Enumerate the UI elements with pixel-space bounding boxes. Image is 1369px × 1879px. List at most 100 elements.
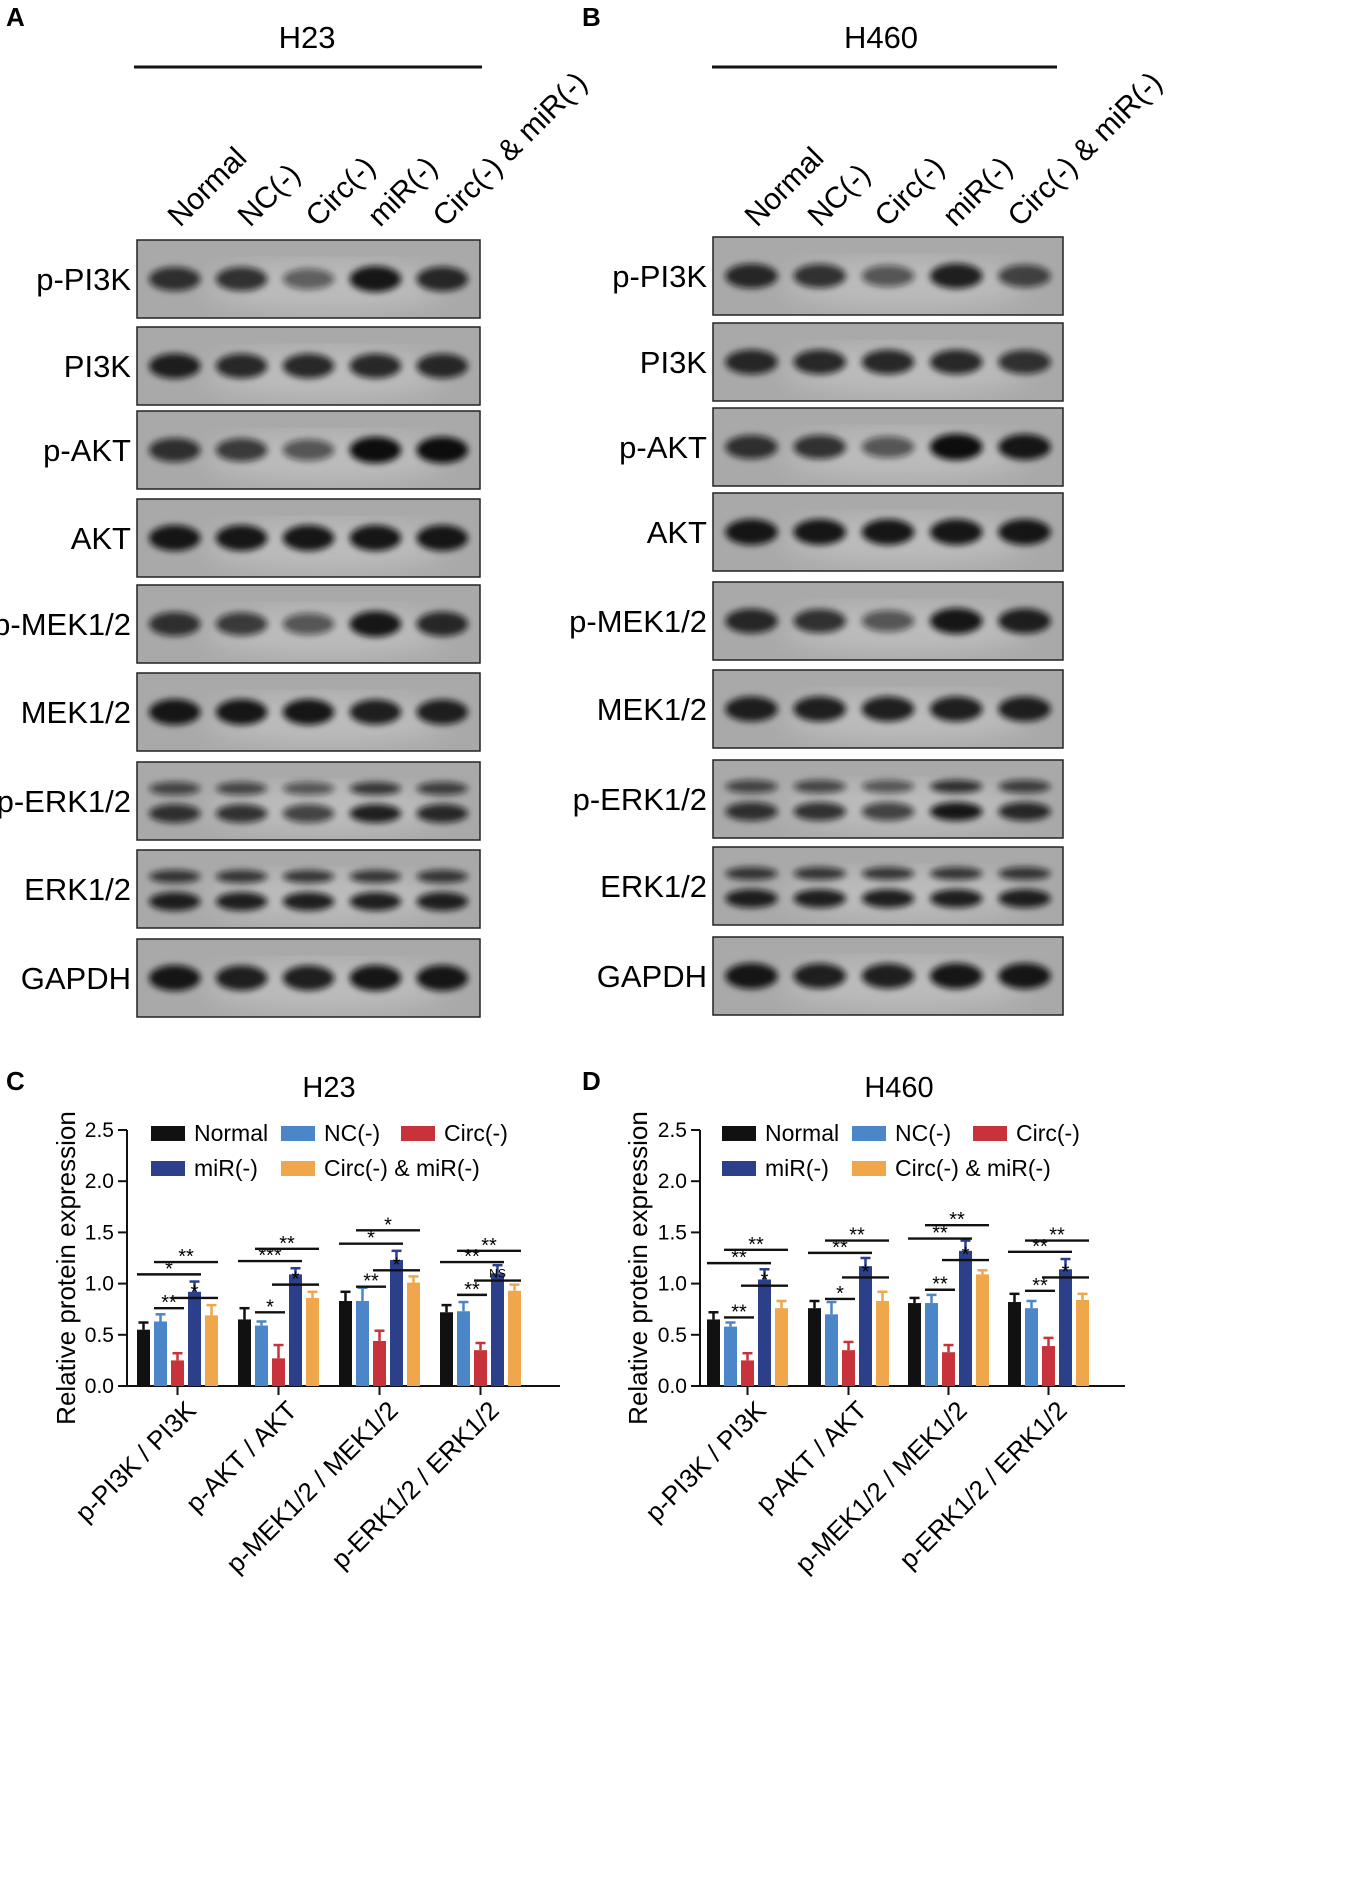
lane-label: Circ(-)	[300, 151, 382, 233]
blot-band	[416, 699, 468, 725]
blot-band	[349, 965, 402, 991]
chart-c-title: H23	[302, 1072, 355, 1104]
blot-band	[998, 264, 1051, 288]
chart-c-ylabel: Relative protein expression	[51, 1111, 81, 1425]
legend-swatch	[722, 1161, 756, 1176]
category-label: p-ERK1/2 / ERK1/2	[325, 1395, 505, 1575]
bar	[272, 1358, 285, 1386]
chart-d-title: H460	[864, 1072, 933, 1104]
blot-row-label: AKT	[71, 521, 131, 556]
blot-band	[998, 779, 1051, 794]
category-label: p-MEK1/2 / MEK1/2	[789, 1395, 973, 1579]
blot-band	[793, 696, 846, 722]
blot-band	[282, 965, 335, 991]
blot-border	[712, 236, 1064, 316]
blot-band	[930, 866, 983, 881]
blot-band	[282, 613, 335, 635]
blot-band	[215, 353, 268, 379]
blot-row: AKT	[647, 492, 1064, 572]
blot-band	[416, 353, 468, 379]
blot-row-label: p-ERK1/2	[0, 784, 131, 819]
bar	[188, 1291, 201, 1386]
y-tick-label: 0.5	[658, 1324, 687, 1347]
significance-label: **	[279, 1233, 295, 1255]
blot-border	[712, 669, 1064, 749]
bar	[942, 1352, 955, 1386]
bar	[407, 1282, 420, 1386]
blot-band	[725, 889, 778, 908]
significance-label: **	[731, 1301, 747, 1323]
blot-row-label: p-MEK1/2	[0, 607, 131, 642]
blot-bands	[149, 266, 468, 292]
significance-label: **	[363, 1271, 379, 1293]
y-tick-label: 1.0	[658, 1273, 687, 1296]
legend-swatch	[852, 1161, 886, 1176]
category-label: p-PI3K / PI3K	[639, 1395, 772, 1528]
bar	[154, 1321, 167, 1386]
bar	[474, 1350, 487, 1386]
bar	[859, 1266, 872, 1386]
legend-label: Normal	[765, 1120, 839, 1146]
significance-label: **	[161, 1292, 177, 1314]
blot-row: ERK1/2	[24, 849, 481, 929]
blot-border	[712, 322, 1064, 402]
lane-label: miR(-)	[937, 151, 1019, 233]
blot-row: PI3K	[640, 322, 1064, 402]
blot-band	[930, 608, 983, 634]
blot-band	[930, 696, 983, 722]
blot-bands	[149, 525, 468, 551]
blot-band	[215, 612, 268, 636]
blot-row: p-PI3K	[612, 236, 1064, 316]
blot-row-label: AKT	[647, 515, 707, 550]
category-label: p-PI3K / PI3K	[69, 1395, 202, 1528]
blot-band	[416, 525, 468, 551]
legend-label: Circ(-) & miR(-)	[324, 1155, 480, 1181]
blot-band	[349, 804, 402, 823]
blot-band	[998, 963, 1051, 989]
blot-band	[282, 268, 335, 290]
blot-band	[861, 802, 915, 821]
blot-row: PI3K	[64, 326, 481, 406]
blot-border	[712, 407, 1064, 487]
bar	[457, 1311, 470, 1386]
blot-bands	[725, 779, 1051, 821]
blot-band	[416, 892, 468, 911]
blot-band	[793, 263, 846, 289]
blot-band	[725, 434, 778, 460]
significance-label: **	[1032, 1275, 1048, 1297]
blot-band	[793, 779, 846, 794]
significance-label: **	[464, 1246, 480, 1268]
blot-band	[149, 781, 201, 796]
blot-border	[136, 239, 481, 319]
y-tick-label: 2.5	[658, 1119, 687, 1142]
blot-row-label: ERK1/2	[600, 869, 707, 904]
blot-row: p-ERK1/2	[0, 761, 481, 841]
panel-a-blots: p-PI3K PI3K p-AKT AKT p-MEK1/2 MEK1/2 p-ERK1/2…	[0, 239, 481, 1018]
blot-band	[349, 892, 402, 911]
blot-band	[215, 266, 268, 292]
category-label: p-ERK1/2 / ERK1/2	[893, 1395, 1073, 1575]
blot-band	[793, 889, 846, 908]
bar	[339, 1301, 352, 1386]
blot-row-label: PI3K	[640, 345, 708, 380]
blot-band	[349, 781, 402, 796]
blot-row-label: MEK1/2	[597, 692, 707, 727]
blot-border	[712, 759, 1064, 839]
blot-band	[861, 349, 915, 375]
blot-row: GAPDH	[597, 936, 1064, 1016]
blot-bands	[149, 781, 468, 823]
blot-row: p-MEK1/2	[0, 584, 481, 664]
blot-band	[930, 349, 983, 375]
significance-label: **	[932, 1223, 948, 1245]
blot-border	[136, 584, 481, 664]
blot-row-label: p-ERK1/2	[573, 782, 707, 817]
significance-label: *	[393, 1254, 401, 1276]
blot-bands	[725, 963, 1051, 989]
blot-band	[793, 866, 846, 881]
legend-label: Circ(-)	[1016, 1120, 1080, 1146]
blot-band	[793, 802, 846, 821]
blot-band	[215, 781, 268, 796]
significance-label: ***	[258, 1245, 282, 1267]
panel-b-letter: B	[582, 2, 601, 32]
panel-b-blots: p-PI3K PI3K p-AKT AKT p-MEK1/2 MEK1/2 p-ERK1/2…	[569, 236, 1064, 1016]
